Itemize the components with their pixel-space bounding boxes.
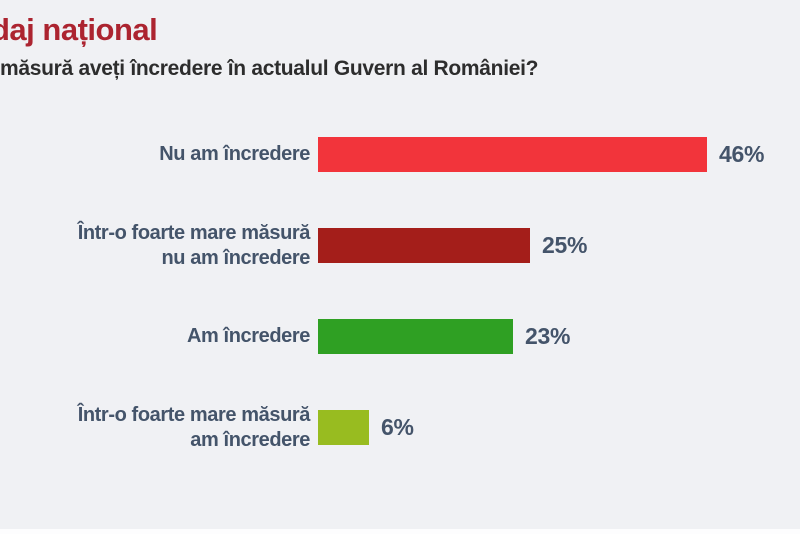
value-label: 23% <box>525 323 571 349</box>
category-label: Nu am încredere <box>159 143 310 165</box>
bar-chart: Nu am încredere 46% Într-o foarte mare măs… <box>30 109 790 473</box>
page-title: daj național <box>0 12 158 47</box>
chart-row-2: Într-o foarte mare măsură nu am încreder… <box>30 200 790 291</box>
category-label: Am încredere <box>186 325 310 347</box>
chart-row-3: Am încredere 23% <box>30 291 790 382</box>
value-label: 6% <box>381 414 414 440</box>
bar-segment <box>318 319 513 354</box>
bar-segment <box>318 410 369 445</box>
category-label: Într-o foarte mare măsură am încredere <box>77 403 311 451</box>
bar-segment <box>318 137 707 172</box>
bottom-strip <box>0 529 800 534</box>
survey-question: măsură aveți încredere în actualul Guver… <box>0 57 539 80</box>
chart-row-1: Nu am încredere 46% <box>30 109 790 200</box>
category-label: Într-o foarte mare măsură nu am încreder… <box>77 221 311 269</box>
value-label: 25% <box>542 232 588 258</box>
value-label: 46% <box>719 141 765 167</box>
bar-segment <box>318 228 530 263</box>
chart-row-4: Într-o foarte mare măsură am încredere 6% <box>30 382 790 473</box>
